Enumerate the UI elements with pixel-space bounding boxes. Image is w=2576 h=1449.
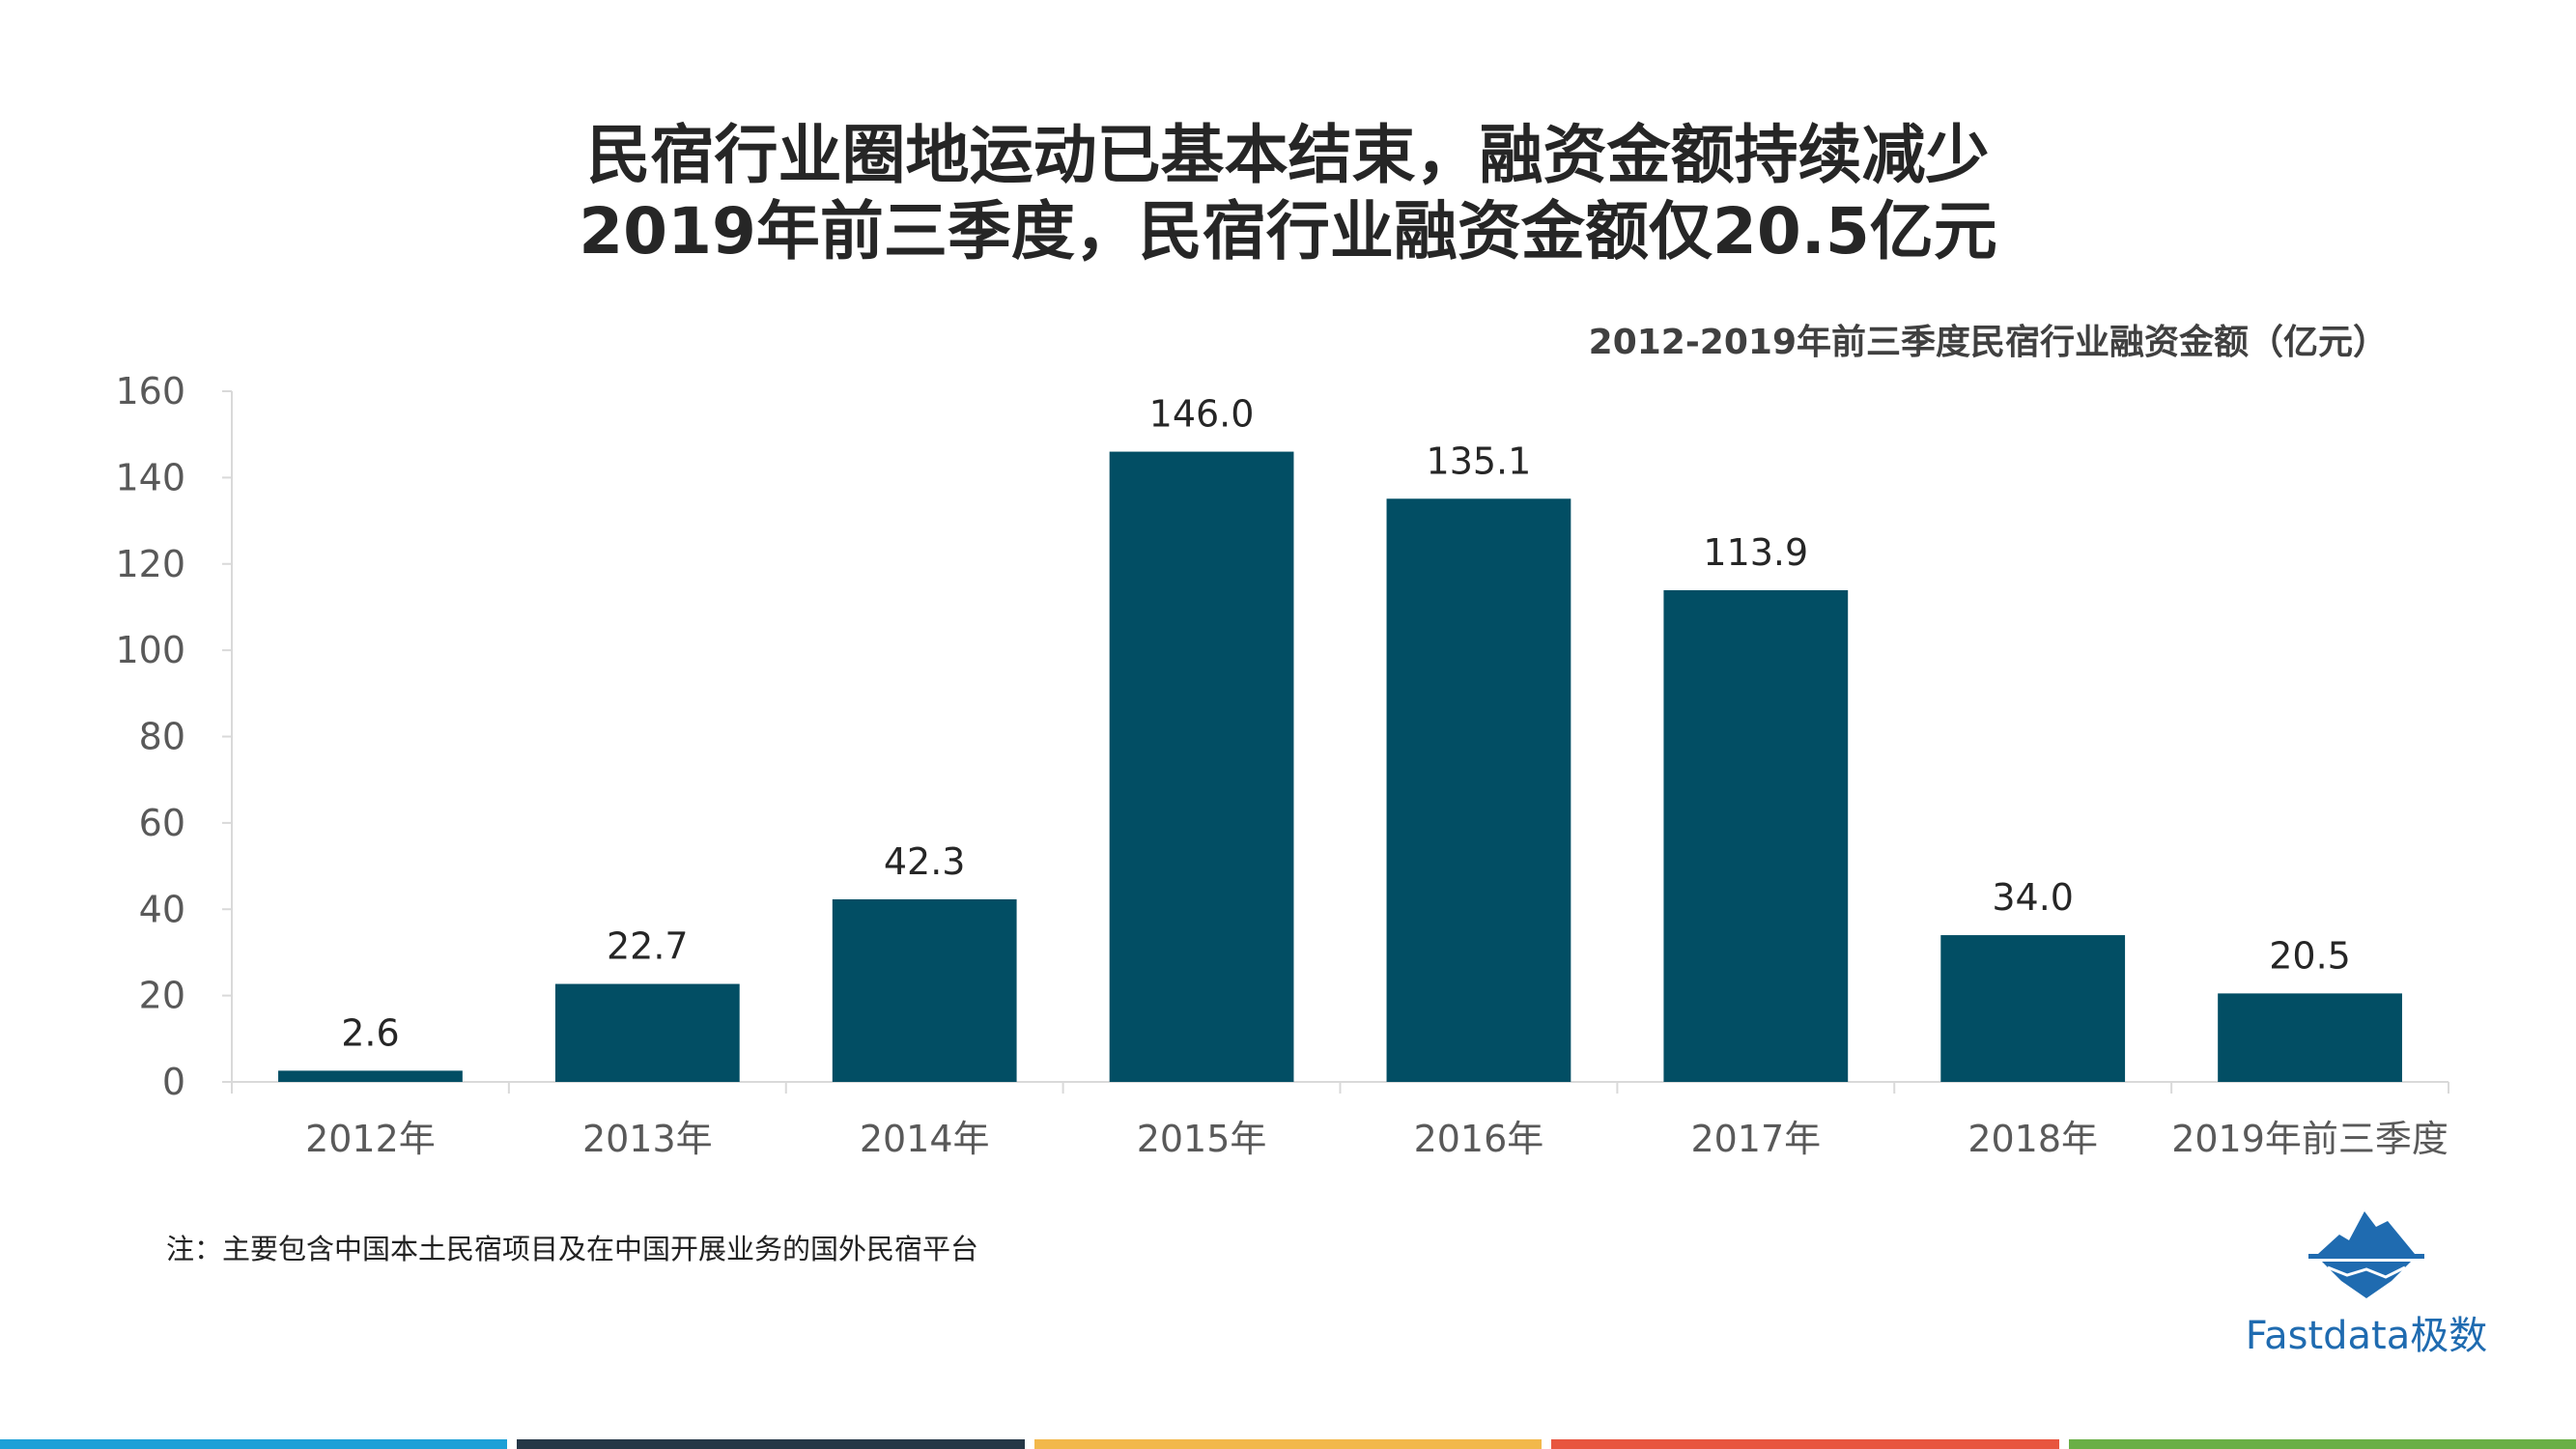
data-label: 2.6 <box>341 1011 399 1054</box>
data-label: 34.0 <box>1992 876 2074 919</box>
y-tick-label: 160 <box>115 370 185 412</box>
bottom-stripe <box>517 1439 1025 1449</box>
x-tick-label: 2015年 <box>1137 1118 1267 1160</box>
x-tick-label: 2017年 <box>1690 1118 1821 1160</box>
x-tick-label: 2013年 <box>582 1118 713 1160</box>
y-tick-label: 60 <box>139 802 185 844</box>
data-label: 42.3 <box>884 840 966 883</box>
fastdata-logo: Fastdata极数 <box>2222 1198 2511 1372</box>
bar <box>1386 498 1571 1082</box>
main-title-line2: 2019年前三季度，民宿行业融资金额仅20.5亿元 <box>579 194 1997 269</box>
chart-title: 2012-2019年前三季度民宿行业融资金额（亿元） <box>1588 323 2388 362</box>
footnote: 注：主要包含中国本土民宿项目及在中国开展业务的国外民宿平台 <box>166 1233 979 1265</box>
data-label: 22.7 <box>607 925 689 968</box>
y-tick-label: 20 <box>139 975 185 1017</box>
bottom-stripe <box>1551 1439 2059 1449</box>
y-tick-label: 0 <box>162 1061 185 1103</box>
y-tick-label: 140 <box>115 456 185 498</box>
data-label: 113.9 <box>1703 531 1808 574</box>
bar <box>1940 935 2126 1082</box>
y-tick-label: 80 <box>139 716 185 758</box>
data-label: 135.1 <box>1427 440 1532 482</box>
bar <box>278 1070 463 1082</box>
x-tick-label: 2016年 <box>1414 1118 1544 1160</box>
bar <box>2218 993 2402 1082</box>
bar <box>1109 451 1294 1082</box>
x-tick-label: 2018年 <box>1967 1118 2098 1160</box>
y-tick-label: 40 <box>139 888 185 930</box>
main-title-line1: 民宿行业圈地运动已基本结束，融资金额持续减少 <box>586 118 1990 192</box>
bottom-stripe <box>0 1439 508 1449</box>
x-tick-label: 2019年前三季度 <box>2171 1118 2449 1160</box>
logo-text: Fastdata极数 <box>2245 1314 2488 1358</box>
bar <box>832 898 1017 1082</box>
x-tick-label: 2012年 <box>305 1118 436 1160</box>
x-tick-label: 2014年 <box>860 1118 990 1160</box>
bar <box>1663 590 1849 1082</box>
data-label: 20.5 <box>2269 934 2351 977</box>
bottom-stripe <box>2068 1439 2576 1449</box>
bar <box>554 983 740 1082</box>
iceberg-icon <box>2308 1211 2424 1298</box>
y-tick-label: 120 <box>115 543 185 585</box>
y-tick-label: 100 <box>115 629 185 671</box>
bottom-stripe <box>1033 1439 1543 1449</box>
data-label: 146.0 <box>1149 393 1255 436</box>
bar-chart: 0 20 40 60 80 100 120 140 160 2.6 2012年 22.7 2013年 42… <box>115 370 2449 1160</box>
